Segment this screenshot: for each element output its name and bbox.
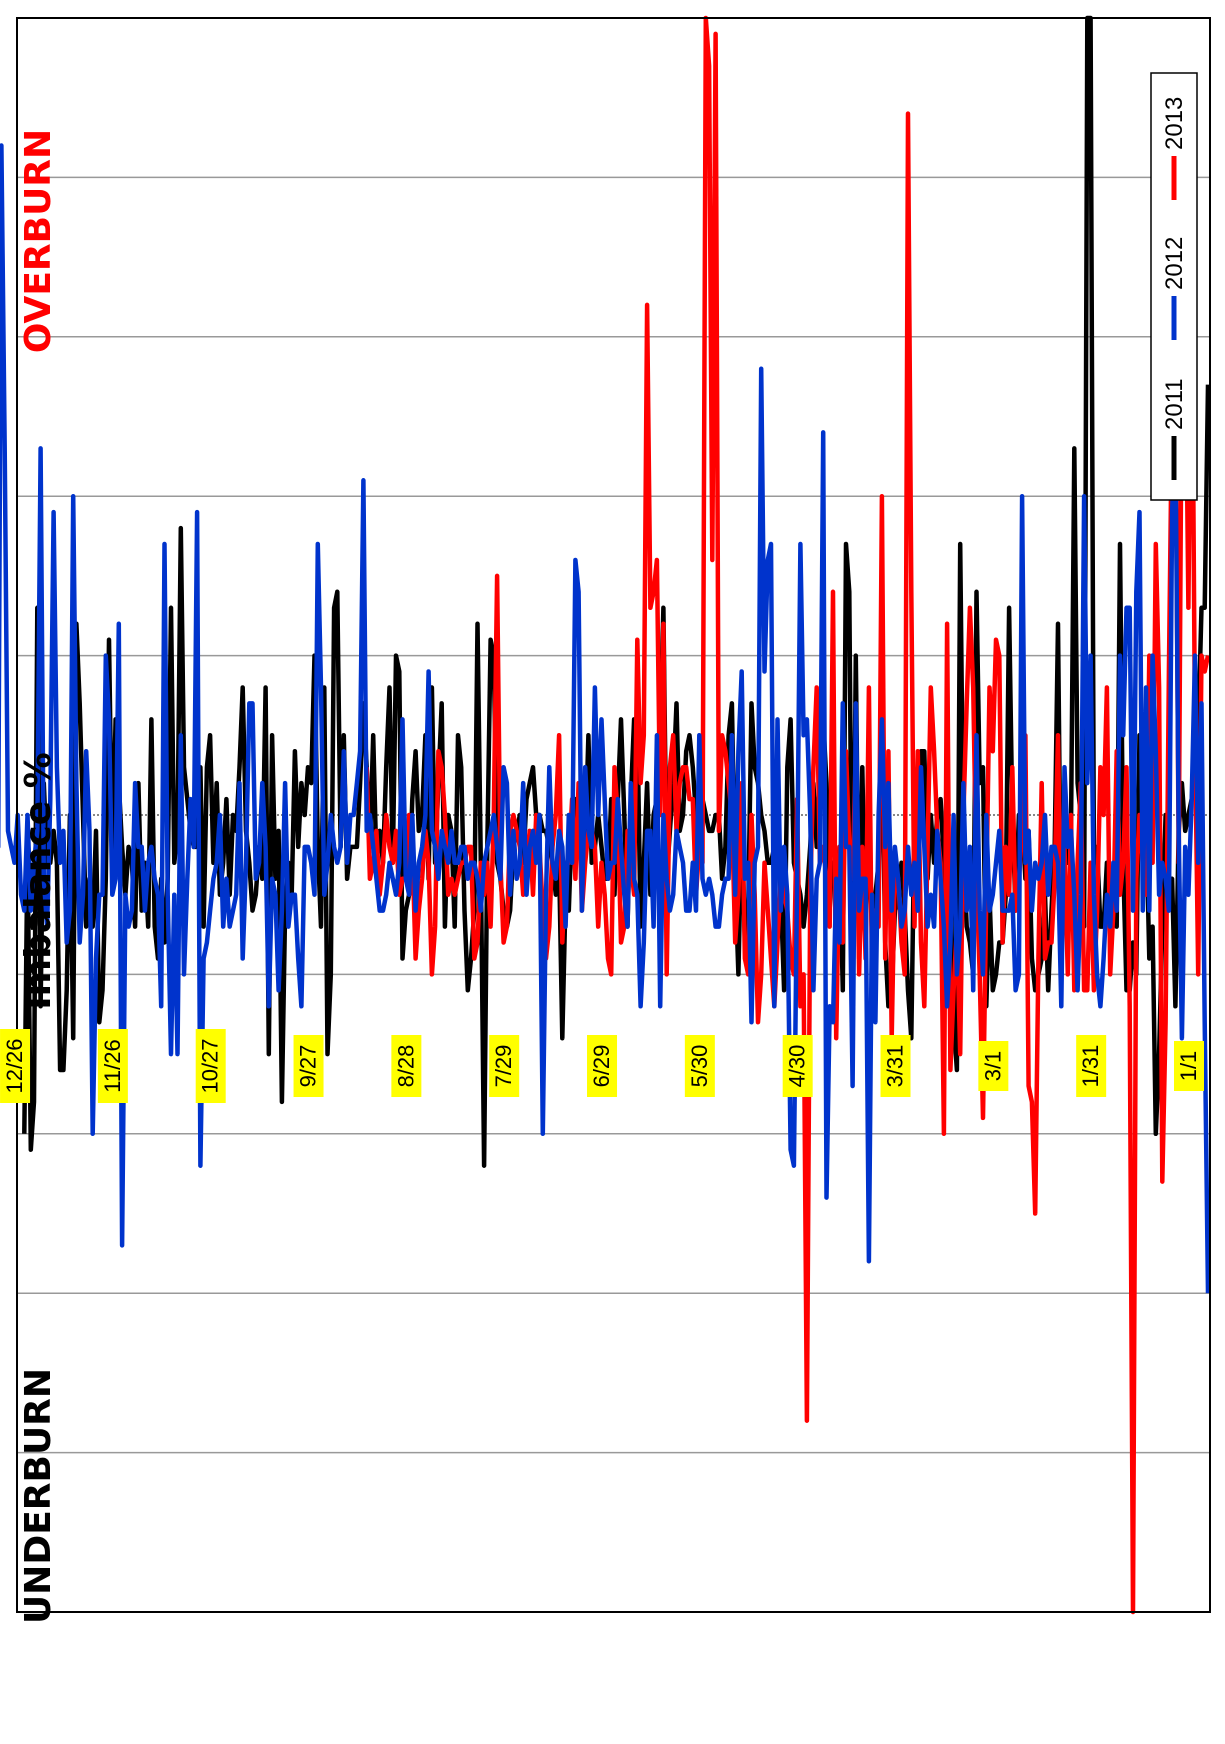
date-label-text: 5/30: [687, 1045, 712, 1088]
date-label-highlight: [782, 1035, 813, 1097]
legend-label-2013: 2013: [1161, 97, 1188, 150]
date-label-highlight: [880, 1035, 911, 1097]
date-label-highlight: [0, 1029, 31, 1103]
date-label-text: 3/1: [980, 1051, 1005, 1082]
date-label-text: 1/31: [1078, 1045, 1103, 1088]
date-label-11-26: 11/26: [97, 1029, 128, 1103]
date-label-text: 12/26: [2, 1038, 27, 1093]
legend-box: [1150, 72, 1198, 501]
series-line-2012: [0, 143, 1211, 1294]
plot-area: 1/1 1/31 3/1 3/31 4/30 5/30 6/29 7/29 8/28 9/27 10…: [0, 15, 1211, 1615]
date-label-text: 11/26: [100, 1039, 125, 1092]
date-label-3-31: 3/31: [880, 1035, 911, 1097]
date-label-1-31: 1/31: [1076, 1035, 1107, 1097]
date-label-highlight: [97, 1029, 128, 1103]
date-label-7-29: 7/29: [489, 1035, 520, 1097]
date-label-5-30: 5/30: [684, 1035, 715, 1097]
date-label-highlight: [684, 1035, 715, 1097]
y-axis-title: Imbalance %: [18, 752, 59, 1010]
date-label-4-30: 4/30: [782, 1035, 813, 1097]
date-label-text: 8/28: [393, 1045, 418, 1088]
date-label-12-26: 12/26: [0, 1029, 31, 1103]
legend: 2011 2012 2013: [1150, 72, 1198, 501]
date-label-highlight: [391, 1035, 422, 1097]
legend-label-2012: 2012: [1161, 237, 1188, 290]
date-label-highlight: [978, 1041, 1009, 1091]
date-label-highlight: [489, 1035, 520, 1097]
date-label-highlight: [293, 1035, 324, 1097]
date-label-text: 6/29: [589, 1045, 614, 1088]
date-label-highlight: [1174, 1041, 1204, 1091]
date-label-highlight: [587, 1035, 618, 1097]
date-label-10-27: 10/27: [195, 1029, 226, 1103]
date-label-text: 4/30: [785, 1045, 810, 1088]
date-label-6-29: 6/29: [587, 1035, 618, 1097]
date-label-9-27: 9/27: [293, 1035, 324, 1097]
date-label-highlight: [1076, 1035, 1107, 1097]
date-label-8-28: 8/28: [391, 1035, 422, 1097]
plot-border: [16, 17, 1211, 1613]
date-label-text: 7/29: [491, 1045, 516, 1088]
overburn-label: OVERBURN: [18, 129, 59, 353]
date-label-highlight: [195, 1029, 226, 1103]
date-label-1-1: 1/1: [1174, 1041, 1204, 1091]
date-label-text: 3/31: [883, 1045, 908, 1088]
legend-label-2011: 2011: [1161, 378, 1188, 430]
date-label-text: 1/1: [1176, 1051, 1201, 1082]
date-label-3-1: 3/1: [978, 1041, 1009, 1091]
date-label-text: 9/27: [296, 1045, 321, 1088]
date-label-text: 10/27: [198, 1038, 223, 1093]
underburn-label: UNDERBURN: [18, 1368, 59, 1624]
